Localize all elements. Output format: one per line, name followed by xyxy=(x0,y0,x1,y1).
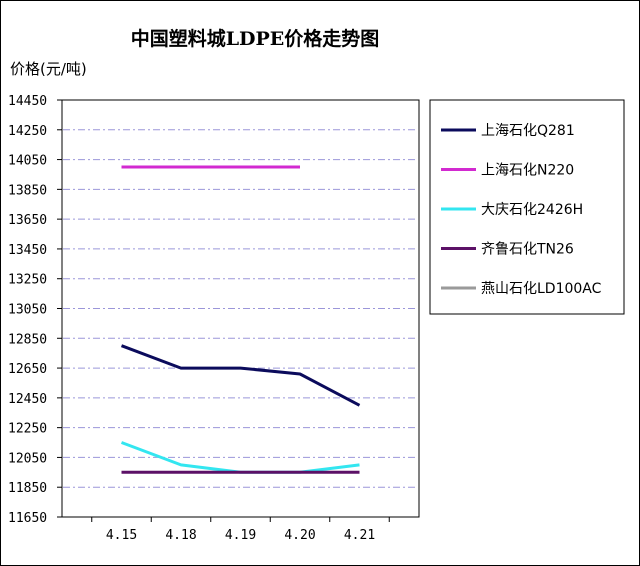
y-tick-label: 13850 xyxy=(8,183,47,198)
y-tick-label: 13450 xyxy=(8,243,47,258)
y-tick-label: 14450 xyxy=(8,94,47,109)
series-line-0 xyxy=(120,344,361,407)
y-axis-label: 价格(元/吨) xyxy=(10,60,87,78)
x-tick-label: 4.19 xyxy=(225,528,256,543)
legend-label-3: 齐鲁石化TN26 xyxy=(481,242,574,258)
y-tick-label: 12050 xyxy=(8,451,47,466)
y-tick-label: 13650 xyxy=(8,213,47,228)
y-tick-label: 12850 xyxy=(8,332,47,347)
x-ticks: 4.15 4.18 4.19 4.20 4.21 xyxy=(91,517,390,543)
x-tick-label: 4.20 xyxy=(284,528,315,543)
y-tick-label: 12450 xyxy=(8,392,47,407)
y-tick-label: 13050 xyxy=(8,303,47,318)
y-ticks: 14450 14250 14050 13850 13650 13450 13250 13050… xyxy=(8,94,62,526)
legend-label-1: 上海石化N220 xyxy=(481,163,574,179)
legend-label-4: 燕山石化LD100AC xyxy=(481,281,602,297)
series-lines xyxy=(120,165,361,474)
x-tick-label: 4.18 xyxy=(165,528,196,543)
legend-label-2: 大庆石化2426H xyxy=(481,202,583,218)
x-tick-label: 4.15 xyxy=(106,528,137,543)
y-tick-label: 12650 xyxy=(8,362,47,377)
chart-title: 中国塑料城LDPE价格走势图 xyxy=(131,27,380,50)
y-tick-label: 11850 xyxy=(8,481,47,496)
y-tick-label: 12250 xyxy=(8,422,47,437)
legend: 上海石化Q281 上海石化N220 大庆石化2426H 齐鲁石化TN26 燕山石化LD1… xyxy=(441,123,602,297)
y-tick-label: 13250 xyxy=(8,273,47,288)
y-tick-label: 14250 xyxy=(8,124,47,139)
x-tick-label: 4.21 xyxy=(344,528,375,543)
grid xyxy=(63,129,418,488)
legend-box xyxy=(429,99,625,315)
y-tick-label: 11650 xyxy=(8,511,47,526)
y-tick-label: 14050 xyxy=(8,154,47,169)
legend-label-0: 上海石化Q281 xyxy=(481,123,575,139)
